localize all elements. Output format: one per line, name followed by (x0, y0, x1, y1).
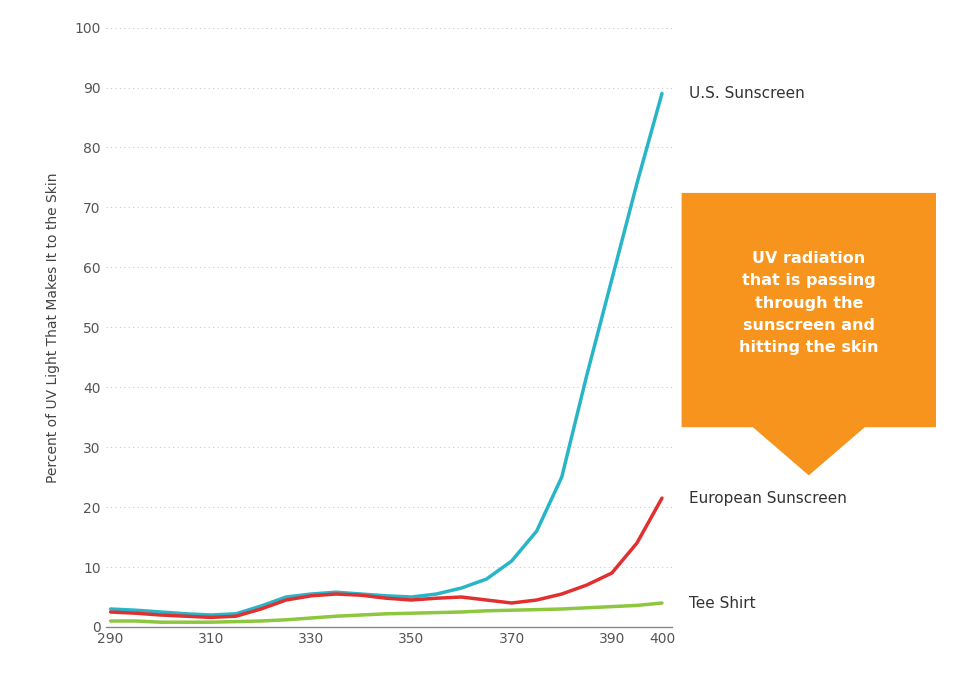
Y-axis label: Percent of UV Light That Makes It to the Skin: Percent of UV Light That Makes It to the… (46, 172, 60, 482)
Text: Tee Shirt: Tee Shirt (689, 595, 756, 610)
Text: UV radiation
that is passing
through the
sunscreen and
hitting the skin: UV radiation that is passing through the… (739, 251, 878, 355)
Text: European Sunscreen: European Sunscreen (689, 491, 847, 506)
Text: U.S. Sunscreen: U.S. Sunscreen (689, 86, 804, 101)
